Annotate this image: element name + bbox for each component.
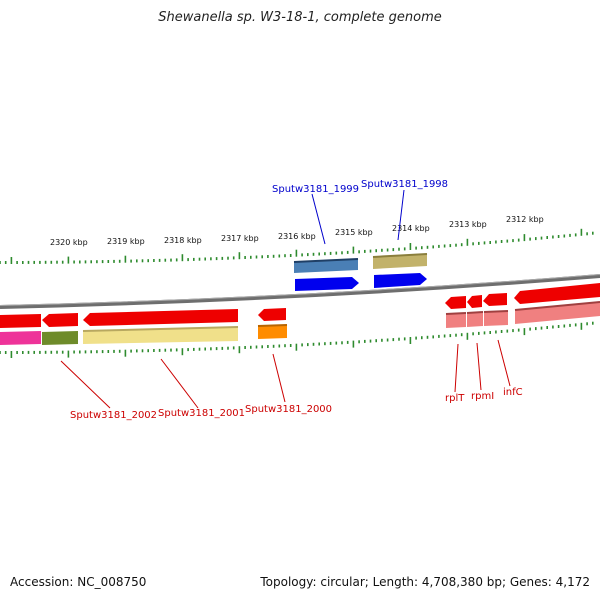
gene-label-rpmI[interactable]: rpmI	[471, 391, 494, 402]
kbp-label-2312: 2312 kbp	[506, 215, 544, 224]
kbp-label-2318: 2318 kbp	[164, 236, 202, 245]
genome-backbone	[0, 274, 600, 309]
cog-bar-sputw3181-2000	[258, 325, 287, 339]
tick-row-top	[0, 228, 594, 264]
kbp-label-2320: 2320 kbp	[50, 238, 88, 247]
cog-bar-sputw3181-1999	[294, 259, 358, 273]
cog-bar-right-partial	[515, 302, 600, 324]
gene-arrow-sputw3181-2001[interactable]	[83, 309, 238, 326]
gene-arrow-sputw3181-1999[interactable]	[295, 277, 359, 291]
kbp-label-2313: 2313 kbp	[449, 220, 487, 229]
forward-strand-genes	[293, 253, 428, 291]
gene-arrow-left-partial[interactable]	[0, 314, 41, 328]
gene-label-sputw3181-2002[interactable]: Sputw3181_2002	[70, 410, 157, 421]
gene-labels: Sputw3181_1999 Sputw3181_1998 Sputw3181_…	[70, 179, 523, 421]
kbp-label-2316: 2316 kbp	[278, 232, 316, 241]
kbp-label-2319: 2319 kbp	[107, 237, 145, 246]
gene-arrow-infC[interactable]	[483, 293, 507, 306]
gene-arrow-sputw3181-2000[interactable]	[258, 308, 286, 321]
gene-label-infC[interactable]: infC	[503, 387, 523, 398]
cog-bar-infC	[484, 311, 508, 326]
kbp-label-2317: 2317 kbp	[221, 234, 259, 243]
kbp-scale-labels: 2320 kbp 2319 kbp 2318 kbp 2317 kbp 2316…	[50, 215, 544, 247]
cog-bar-sputw3181-2001	[83, 327, 238, 344]
cog-bar-rpmI	[467, 312, 483, 327]
leader-lines	[60, 189, 511, 409]
accession-label: Accession: NC_008750	[10, 575, 147, 589]
gene-arrow-rpmI[interactable]	[467, 295, 482, 308]
gene-arrow-sputw3181-2002[interactable]	[42, 313, 78, 327]
cog-bar-left-partial	[0, 331, 41, 345]
gene-label-rplT[interactable]: rplT	[445, 393, 465, 404]
kbp-label-2314: 2314 kbp	[392, 224, 430, 233]
gene-label-sputw3181-2000[interactable]: Sputw3181_2000	[245, 404, 332, 415]
gene-label-sputw3181-1999[interactable]: Sputw3181_1999	[272, 184, 359, 195]
cog-bar-rplT	[446, 313, 466, 328]
tick-row-bottom	[0, 321, 594, 358]
gene-label-sputw3181-1998[interactable]: Sputw3181_1998	[361, 179, 448, 190]
cog-bar-sputw3181-1998	[373, 254, 427, 269]
map-title: Shewanella sp. W3-18-1, complete genome	[158, 10, 442, 25]
kbp-label-2315: 2315 kbp	[335, 228, 373, 237]
gene-arrow-right-partial[interactable]	[514, 283, 600, 304]
genome-summary: Topology: circular; Length: 4,708,380 bp…	[260, 575, 590, 589]
reverse-strand-genes	[0, 283, 600, 345]
cog-bar-sputw3181-2002	[42, 331, 78, 345]
gene-arrow-rplT[interactable]	[445, 296, 466, 309]
gene-label-sputw3181-2001[interactable]: Sputw3181_2001	[158, 408, 245, 419]
gene-arrow-sputw3181-1998[interactable]	[374, 273, 427, 288]
